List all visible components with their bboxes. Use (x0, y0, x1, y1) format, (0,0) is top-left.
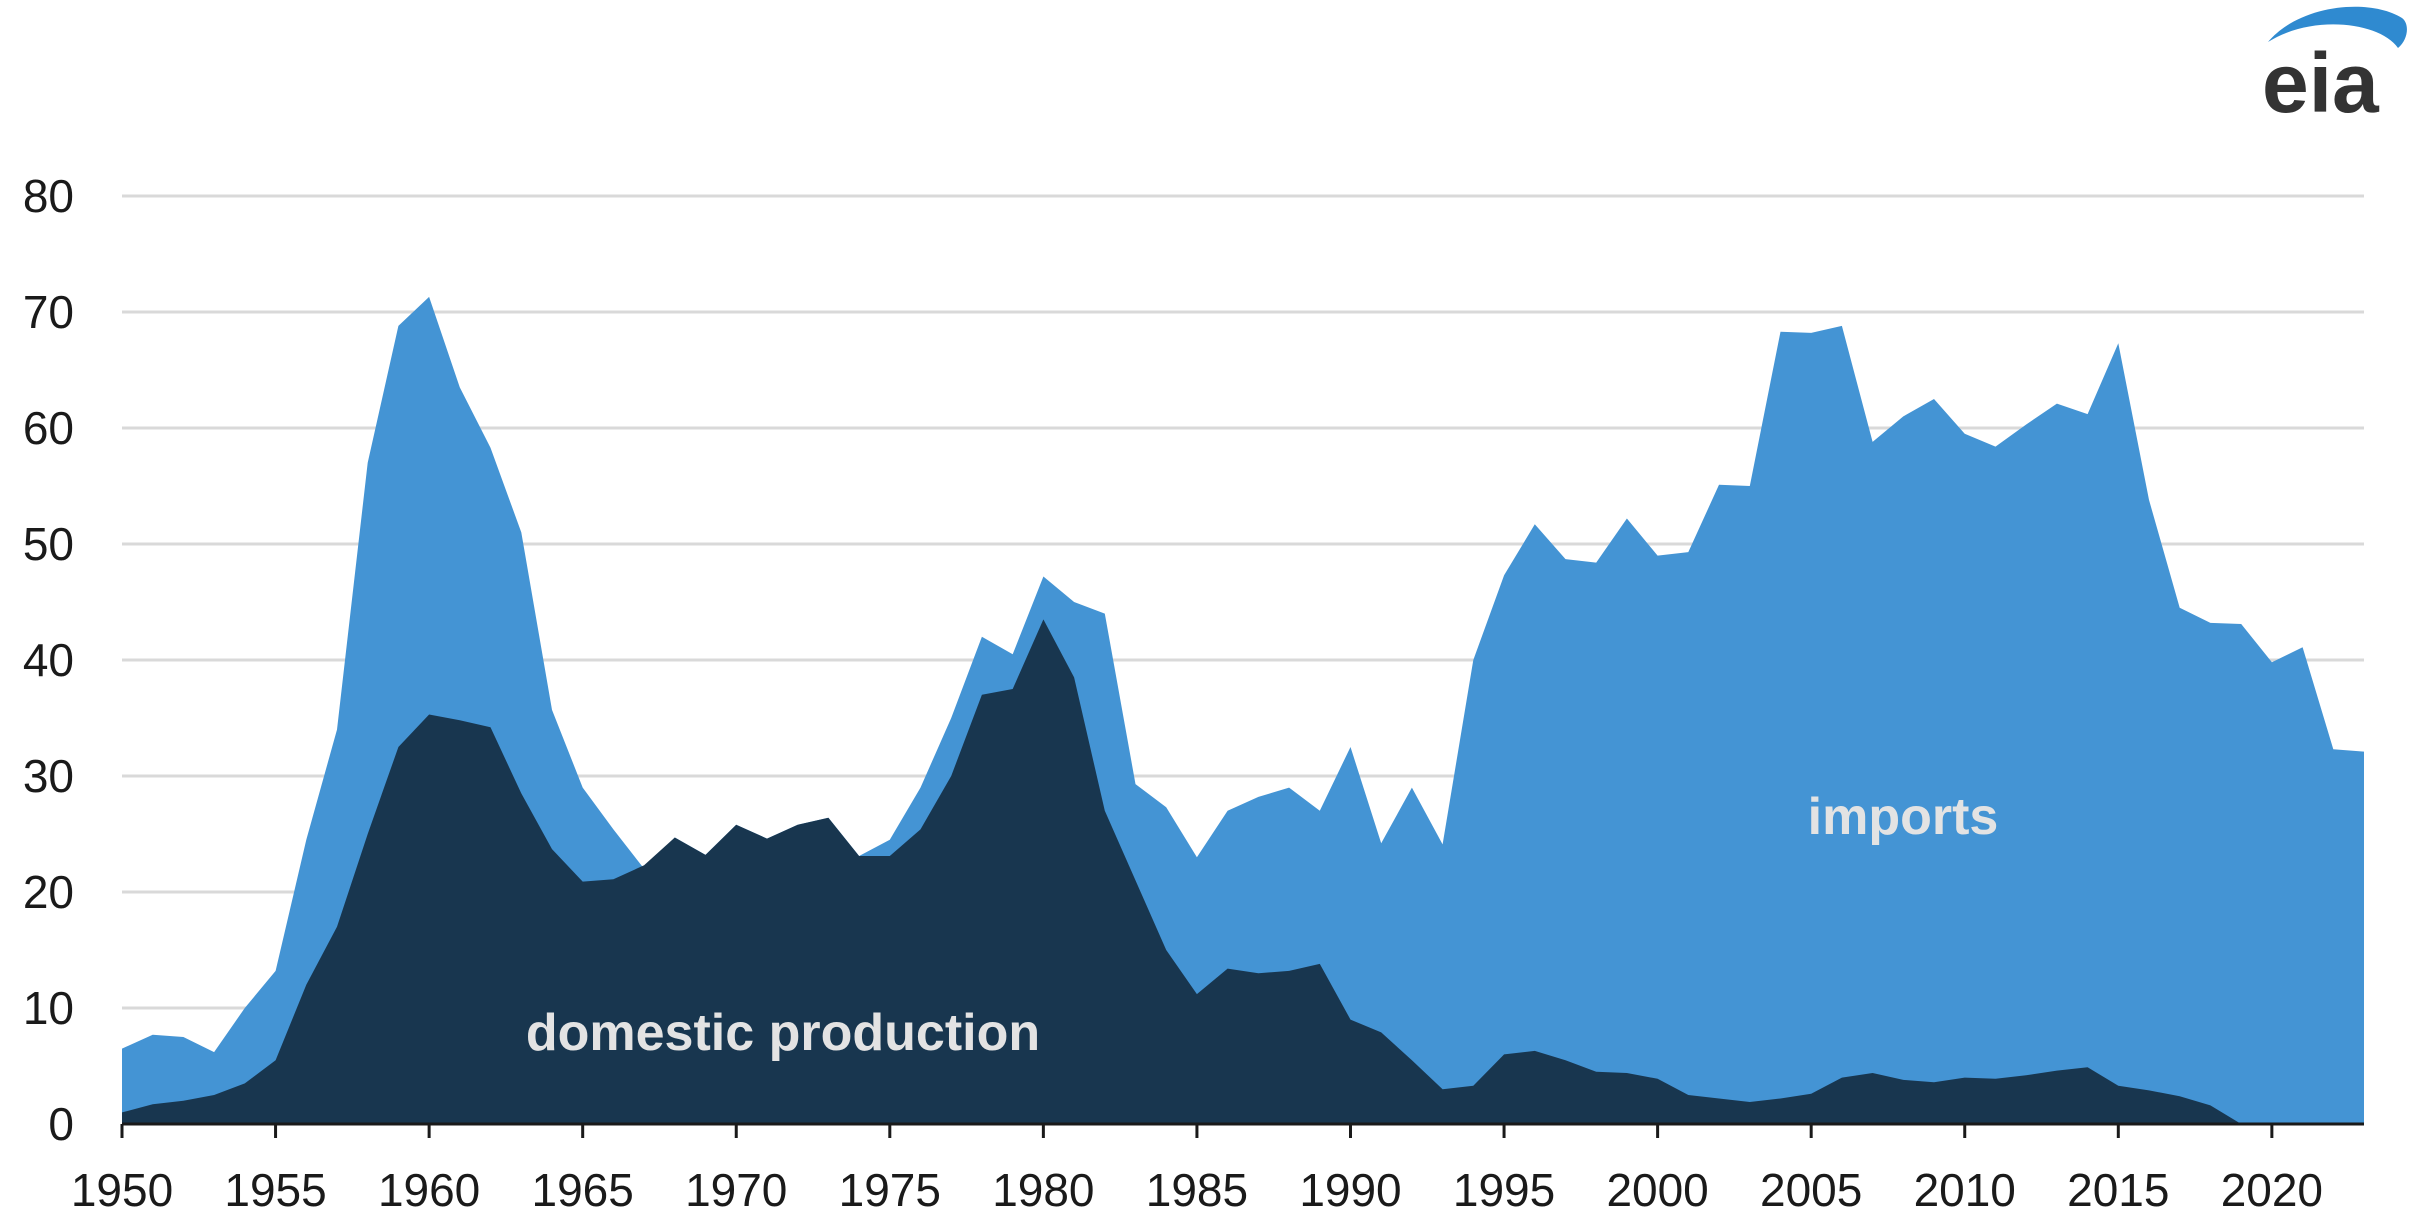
x-tick-label-1965: 1965 (532, 1164, 634, 1216)
eia-logo-swoosh (2268, 6, 2407, 48)
eia-logo-text: eia (2262, 36, 2380, 130)
x-tick-label-1950: 1950 (71, 1164, 173, 1216)
y-tick-label-80: 80 (23, 170, 74, 222)
imports-label: imports (1808, 788, 1999, 846)
y-tick-label-20: 20 (23, 866, 74, 918)
x-tick-label-1955: 1955 (224, 1164, 326, 1216)
x-tick-label-2015: 2015 (2067, 1164, 2169, 1216)
x-axis (120, 1122, 2364, 1138)
x-tick-label-1990: 1990 (1299, 1164, 1401, 1216)
x-tick-label-1995: 1995 (1453, 1164, 1555, 1216)
y-tick-label-40: 40 (23, 634, 74, 686)
x-axis-tick-labels: 1950 1955 1960 1965 1970 1975 1980 1985 1990 1995… (71, 1164, 2323, 1216)
domestic-production-label: domestic production (526, 1004, 1040, 1062)
y-axis-tick-labels: 0 10 20 30 40 50 60 70 80 (23, 170, 74, 1150)
x-tick-label-1975: 1975 (839, 1164, 941, 1216)
y-tick-label-30: 30 (23, 750, 74, 802)
plot-areas (122, 296, 2364, 1124)
x-tick-label-2005: 2005 (1760, 1164, 1862, 1216)
x-tick-label-2000: 2000 (1606, 1164, 1708, 1216)
x-tick-label-2020: 2020 (2221, 1164, 2323, 1216)
x-tick-label-1970: 1970 (685, 1164, 787, 1216)
x-tick-label-1960: 1960 (378, 1164, 480, 1216)
x-tick-label-1980: 1980 (992, 1164, 1094, 1216)
eia-logo: eia (2262, 6, 2407, 130)
y-tick-label-70: 70 (23, 286, 74, 338)
y-tick-label-60: 60 (23, 402, 74, 454)
y-tick-label-0: 0 (48, 1098, 74, 1150)
x-tick-label-2010: 2010 (1914, 1164, 2016, 1216)
x-tick-label-1985: 1985 (1146, 1164, 1248, 1216)
y-tick-label-10: 10 (23, 982, 74, 1034)
y-tick-label-50: 50 (23, 518, 74, 570)
domestic-production-area (122, 619, 2364, 1124)
